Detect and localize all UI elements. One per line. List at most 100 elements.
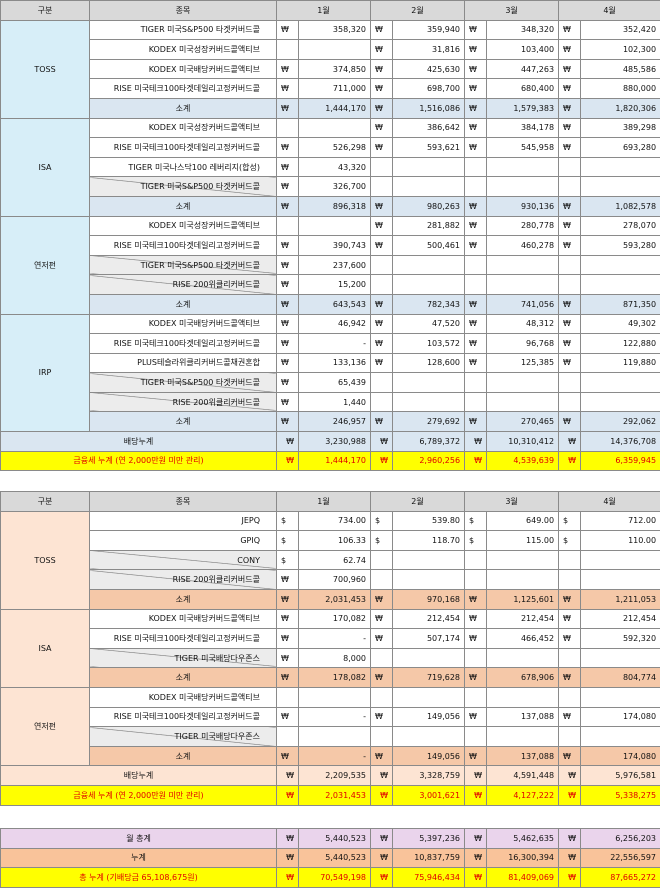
subtotal-label: 소계: [89, 97, 277, 119]
currency-symbol: ₩: [370, 667, 394, 688]
currency-symbol: [370, 569, 394, 590]
amount-cell: 2,960,256: [392, 450, 466, 472]
header-category: 구분: [0, 0, 90, 21]
currency-symbol: ₩: [558, 608, 582, 630]
amount-cell: 741,056: [486, 293, 560, 315]
amount-cell: 804,774: [580, 667, 660, 688]
amount-cell: 782,343: [392, 293, 466, 315]
account-label: TOSS: [0, 510, 90, 610]
currency-symbol: ₩: [464, 867, 487, 888]
currency-symbol: [370, 176, 394, 197]
item-name: TIGER 미국S&P500 타겟커버드콜: [89, 176, 277, 197]
currency-symbol: ₩: [558, 352, 582, 374]
amount-cell: 593,280: [580, 235, 660, 256]
table-row: RISE 200위클리커버드콜 ₩700,960: [1, 569, 660, 590]
header-month: 1월: [275, 0, 372, 21]
account-label: 연저펀: [0, 215, 90, 315]
financial-tax-label: 금융세 누계 (연 2,000만원 미만 관리): [0, 784, 277, 806]
header-row: 구분 종목 1월 2월 3월 4월: [0, 0, 660, 21]
item-name: RISE 미국테크100타겟데일리고정커버드콜: [89, 628, 277, 649]
currency-symbol: [558, 549, 582, 571]
currency-symbol: ₩: [558, 628, 582, 649]
currency-symbol: [276, 39, 299, 60]
amount-cell: 4,127,222: [486, 784, 560, 806]
amount-cell: 1,082,578: [580, 195, 660, 217]
currency-symbol: $: [370, 530, 394, 551]
header-row: 구분 종목 1월 2월 3월 4월: [0, 491, 660, 512]
currency-symbol: [370, 156, 394, 178]
amount-cell: 593,621: [392, 137, 466, 158]
amount-cell: 103,572: [392, 333, 466, 354]
amount-cell: 4,539,639: [486, 450, 560, 472]
amount-cell: -: [297, 628, 372, 649]
currency-symbol: ₩: [464, 431, 488, 452]
amount-cell: 212,454: [392, 608, 466, 630]
table-row: RISE 200위클리커버드콜 ₩1,440: [1, 391, 660, 413]
table-row: GPIQ $106.33 $118.70 $115.00 $110.00: [1, 530, 660, 551]
currency-symbol: ₩: [558, 39, 582, 60]
currency-symbol: ₩: [558, 313, 582, 335]
currency-symbol: ₩: [370, 352, 394, 374]
amount-cell: 5,440,523: [298, 847, 371, 869]
currency-symbol: ₩: [370, 450, 394, 472]
currency-symbol: [370, 726, 394, 747]
amount-cell: 15,200: [297, 274, 372, 295]
table-row: TOSS TIGER 미국S&P500 타겟커버드콜 ₩358,320 ₩359,94…: [0, 19, 660, 119]
amount-cell: 75,946,434: [392, 867, 465, 888]
currency-symbol: ₩: [276, 450, 299, 472]
currency-symbol: [464, 254, 488, 276]
amount-cell: 47,520: [392, 313, 466, 335]
account-label: IRP: [0, 313, 90, 433]
amount-cell: 149,056: [392, 745, 466, 767]
amount-cell: 2,209,535: [297, 765, 372, 786]
amount-cell: 280,778: [486, 215, 560, 237]
item-name: RISE 미국테크100타겟데일리고정커버드콜: [89, 706, 277, 728]
currency-symbol: [370, 686, 394, 708]
account-label: 연저펀: [0, 686, 90, 767]
cumulative-total-label: 누계: [0, 847, 277, 869]
currency-symbol: ₩: [558, 293, 582, 315]
amount-cell: 326,700: [297, 176, 372, 197]
amount-cell: 1,211,053: [580, 588, 660, 610]
currency-symbol: [276, 686, 299, 708]
currency-symbol: ₩: [464, 745, 488, 767]
amount-cell: [486, 686, 560, 708]
currency-symbol: ₩: [464, 784, 488, 806]
currency-symbol: ₩: [370, 745, 394, 767]
amount-cell: 81,409,069: [486, 867, 559, 888]
currency-symbol: ₩: [370, 867, 393, 888]
currency-symbol: ₩: [370, 195, 394, 217]
currency-symbol: ₩: [276, 137, 299, 158]
amount-cell: -: [297, 745, 372, 767]
account-label: ISA: [0, 608, 90, 688]
amount-cell: 137,088: [486, 745, 560, 767]
dividend-table-1: 구분 종목 1월 2월 3월 4월 TOSS TIGER 미국S&P500 타겟커버드콜 ₩35…: [0, 0, 660, 472]
currency-symbol: ₩: [558, 137, 582, 158]
table-row: PLUS테슬라위클리커버드콜채권혼합 ₩133,136 ₩128,600 ₩125,3…: [1, 352, 660, 374]
currency-symbol: ₩: [464, 235, 488, 256]
currency-symbol: [558, 372, 582, 393]
currency-symbol: [464, 647, 488, 669]
amount-cell: 10,837,759: [392, 847, 465, 869]
item-name: TIGER 미국S&P500 타겟커버드콜: [89, 372, 277, 393]
amount-cell: [392, 372, 466, 393]
currency-symbol: ₩: [464, 667, 488, 688]
currency-symbol: $: [558, 530, 582, 551]
currency-symbol: ₩: [276, 784, 299, 806]
currency-symbol: [370, 274, 394, 295]
amount-cell: 2,031,453: [297, 588, 372, 610]
currency-symbol: ₩: [370, 765, 394, 786]
currency-symbol: ₩: [276, 254, 299, 276]
table-row: RISE 미국테크100타겟데일리고정커버드콜 ₩390,743 ₩500,461 ₩…: [1, 235, 660, 256]
amount-cell: 389,298: [580, 117, 660, 139]
amount-cell: [486, 274, 560, 295]
currency-symbol: ₩: [558, 828, 581, 849]
dividend-table-2: 구분 종목 1월 2월 3월 4월 TOSS JEPQ $734.00 $539.80 $649.0…: [0, 491, 660, 806]
currency-symbol: ₩: [558, 706, 582, 728]
currency-symbol: [558, 176, 582, 197]
currency-symbol: ₩: [464, 215, 488, 237]
table-row: KODEX 미국성장커버드콜액티브 ₩31,816 ₩103,400 ₩102,300: [1, 39, 660, 60]
currency-symbol: ₩: [276, 97, 299, 119]
currency-symbol: [464, 686, 488, 708]
amount-cell: [486, 372, 560, 393]
